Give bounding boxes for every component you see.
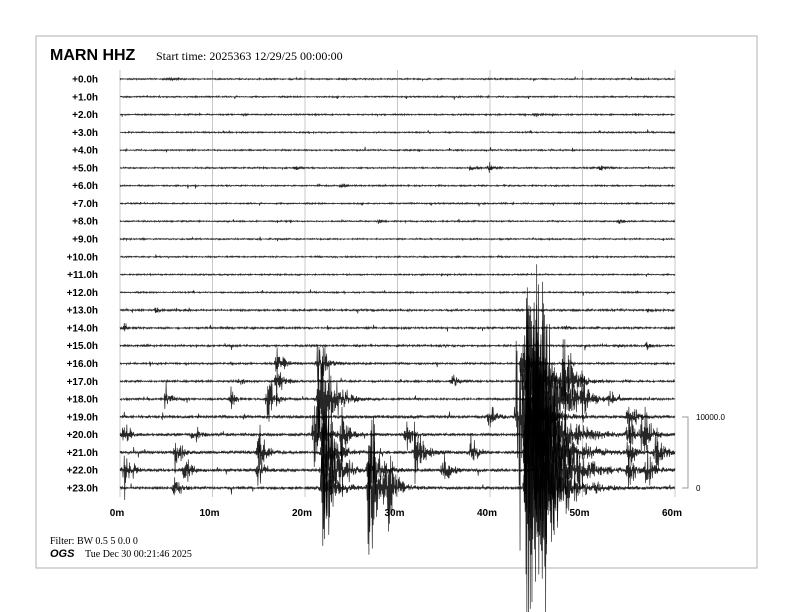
row-label: +19.0h (67, 412, 98, 423)
x-tick-label: 10m (199, 508, 219, 519)
trace-row-17 (119, 306, 676, 440)
trace-row-4 (119, 146, 676, 153)
start-time: Start time: 2025363 12/29/25 00:00:00 (156, 49, 343, 63)
trace-row-2 (119, 112, 676, 118)
trace-row-0 (119, 76, 676, 82)
trace-row-6 (119, 183, 676, 189)
trace-row-8 (119, 218, 676, 225)
row-label: +5.0h (72, 163, 98, 174)
row-label: +1.0h (72, 92, 98, 103)
x-tick-label: 60m (662, 508, 682, 519)
row-label: +22.0h (67, 466, 98, 477)
amplitude-scale: 10000.0 0 (682, 413, 725, 493)
x-tick-label: 20m (292, 508, 312, 519)
scale-bottom-label: 0 (696, 484, 701, 493)
x-tick-label: 50m (569, 508, 589, 519)
row-label: +23.0h (67, 483, 98, 494)
trace-row-22 (119, 264, 676, 612)
row-label: +6.0h (72, 181, 98, 192)
trace-row-9 (119, 236, 676, 242)
x-tick-label: 30m (384, 508, 404, 519)
org-logo: OGS (50, 548, 75, 560)
row-label: +10.0h (67, 252, 98, 263)
row-label: +3.0h (72, 128, 98, 139)
x-tick-labels: 0m 10m 20m 30m 40m 50m 60m (110, 508, 682, 519)
row-label: +16.0h (67, 359, 98, 370)
row-label: +7.0h (72, 199, 98, 210)
generated-time: Tue Dec 30 00:21:46 2025 (85, 549, 192, 560)
station-title: MARN HHZ (50, 47, 136, 64)
frame-border (35, 35, 758, 569)
trace-row-1 (119, 94, 676, 100)
trace-row-11 (119, 272, 676, 277)
trace-row-5 (119, 162, 676, 173)
row-label: +11.0h (67, 270, 98, 281)
row-label: +12.0h (67, 288, 98, 299)
trace-row-7 (119, 200, 676, 207)
trace-row-12 (119, 289, 676, 296)
trace-row-13 (119, 307, 676, 314)
row-label: +14.0h (67, 323, 98, 334)
row-label: +21.0h (67, 448, 98, 459)
row-labels: +0.0h +1.0h +2.0h +3.0h +4.0h +5.0h +6.0h +7.0h… (67, 75, 98, 495)
trace-row-19 (119, 340, 676, 551)
trace-row-16 (119, 335, 676, 405)
trace-row-3 (119, 129, 676, 135)
row-label: +9.0h (72, 235, 98, 246)
row-label: +13.0h (67, 306, 98, 317)
x-tick-label: 0m (110, 508, 125, 519)
filter-info: Filter: BW 0.5 5 0.0 0 (50, 536, 138, 547)
trace-row-14 (119, 322, 676, 332)
trace-row-18 (119, 281, 676, 551)
row-label: +8.0h (72, 217, 98, 228)
row-label: +15.0h (67, 341, 98, 352)
scale-bracket (682, 416, 689, 489)
trace-row-15 (119, 341, 676, 351)
scale-top-label: 10000.0 (696, 413, 725, 422)
row-label: +18.0h (67, 395, 98, 406)
trace-row-10 (119, 254, 676, 260)
trace-row-21 (119, 309, 676, 575)
row-label: +4.0h (72, 146, 98, 157)
row-label: +0.0h (72, 75, 98, 86)
x-tick-label: 40m (477, 508, 497, 519)
trace-row-20 (119, 287, 676, 612)
row-label: +20.0h (67, 430, 98, 441)
row-label: +17.0h (67, 377, 98, 388)
traces (119, 76, 676, 612)
row-label: +2.0h (72, 110, 98, 121)
trace-row-23 (119, 305, 676, 612)
